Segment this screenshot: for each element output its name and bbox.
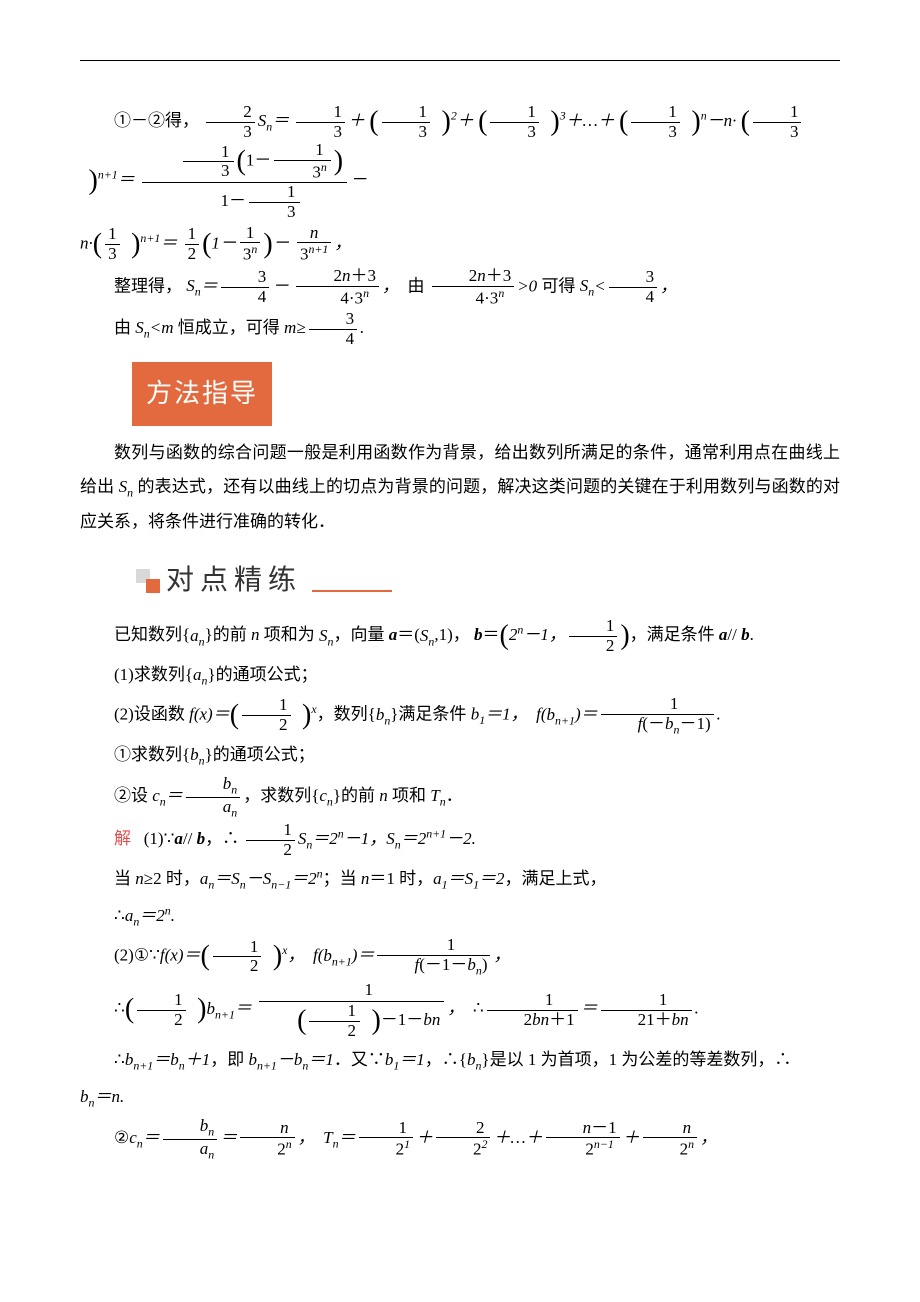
eq-line-4-label-a: 由 bbox=[114, 318, 131, 337]
practice-heading-text: 对点精练 bbox=[166, 553, 302, 609]
eq-line-3-label-c: 可得 bbox=[541, 276, 575, 295]
eq-line-1-label: ①－②得， bbox=[114, 111, 199, 130]
solution-line-1: 解 (1)∵a// b，∴ 12Sn＝2n－1，Sn＝2n+1－2. bbox=[80, 821, 840, 859]
eq-line-3-label-a: 整理得， bbox=[114, 276, 182, 295]
method-para: 数列与函数的综合问题一般是利用函数作为背景，给出数列所满足的条件，通常利用点在曲… bbox=[80, 436, 840, 539]
eq-line-3: 整理得， Sn＝34－ 2n＋34·3n， 由 2n＋34·3n>0 可得 Sn… bbox=[80, 267, 840, 308]
method-guide-heading: 方法指导 bbox=[132, 362, 272, 426]
problem-line-1: 已知数列{an}的前 n 项和为 Sn，向量 a＝(Sn,1)， b＝(2n－1… bbox=[80, 617, 840, 655]
solution-line-4: (2)①∵f(x)＝(12 )x， f(bn+1)＝1f(－1－bn)， bbox=[80, 936, 840, 977]
problem-part-2-2: ②设 cn＝bnan，求数列{cn}的前 n 项和 Tn． bbox=[80, 775, 840, 819]
problem-part-1: (1)求数列{an}的通项公式； bbox=[80, 658, 840, 693]
solution-line-6: ∴bn+1＝bn＋1，即 bn+1－bn＝1．又∵b1＝1，∴{bn}是以 1 … bbox=[80, 1043, 840, 1078]
eq-line-4: 由 Sn<m 恒成立，可得 m≥34. bbox=[80, 310, 840, 348]
solution-line-2: 当 n≥2 时，an＝Sn－Sn−1＝2n；当 n＝1 时，a1＝S1＝2，满足… bbox=[80, 862, 840, 897]
eq-line-2: n·(13 )n+1＝ 12(1－13n)－ n3n+1， bbox=[80, 224, 840, 265]
solution-line-3: ∴an＝2n. bbox=[80, 899, 840, 934]
solution-line-5: ∴(12 )bn+1＝ 1(12 )－1－bn， ∴12bn＋1＝121＋bn. bbox=[80, 979, 840, 1040]
problem-part-2: (2)设函数 f(x)＝(12 )x，数列{bn}满足条件 b1＝1， f(bn… bbox=[80, 695, 840, 736]
practice-underline bbox=[312, 590, 392, 592]
practice-icon bbox=[136, 569, 160, 593]
solution-label: 解 bbox=[114, 829, 131, 848]
practice-heading: 对点精练 bbox=[136, 553, 840, 609]
solution-line-7: bn＝n. bbox=[80, 1080, 840, 1115]
page-content: ①－②得， 23Sn＝ 13＋ (13 )2＋ (13 )3＋…＋ (13 )n… bbox=[80, 61, 840, 1161]
solution-line-8: ②cn＝bnan＝n2n， Tn＝121＋222＋…＋n－12n−1＋n2n， bbox=[80, 1117, 840, 1161]
problem-part-2-1: ①求数列{bn}的通项公式； bbox=[80, 738, 840, 773]
eq-line-1: ①－②得， 23Sn＝ 13＋ (13 )2＋ (13 )3＋…＋ (13 )n… bbox=[80, 103, 840, 222]
eq-line-4-label-b: 恒成立，可得 bbox=[178, 318, 280, 337]
eq-line-3-label-b: 由 bbox=[407, 276, 424, 295]
